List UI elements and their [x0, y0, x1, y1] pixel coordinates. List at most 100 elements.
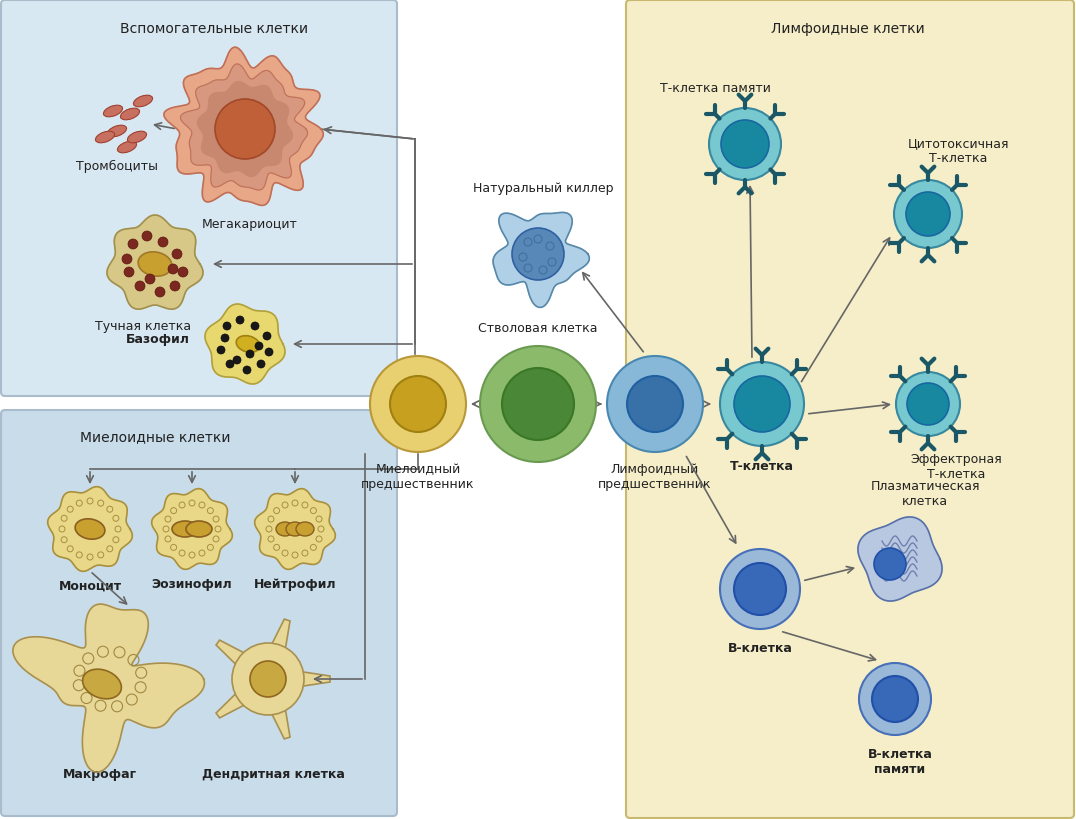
Polygon shape [198, 83, 293, 177]
Text: Мегакариоцит: Мегакариоцит [202, 218, 298, 231]
Text: Плазматическая
клетка: Плазматическая клетка [870, 479, 980, 508]
Polygon shape [238, 670, 246, 688]
Circle shape [251, 323, 259, 331]
Ellipse shape [286, 523, 305, 536]
Text: Цитотоксичная
Т-клетка: Цитотоксичная Т-клетка [907, 137, 1009, 165]
Circle shape [257, 360, 265, 369]
Circle shape [720, 550, 799, 629]
Ellipse shape [83, 669, 122, 699]
Polygon shape [253, 697, 270, 708]
Circle shape [265, 349, 273, 356]
Circle shape [720, 363, 804, 446]
Circle shape [906, 192, 950, 237]
Circle shape [170, 282, 180, 292]
Circle shape [872, 676, 918, 722]
Circle shape [370, 356, 466, 452]
Ellipse shape [172, 522, 198, 537]
Circle shape [734, 563, 785, 615]
Text: Т-клетка памяти: Т-клетка памяти [660, 82, 770, 95]
Ellipse shape [133, 96, 153, 107]
Circle shape [134, 282, 145, 292]
Ellipse shape [103, 106, 123, 118]
Text: Натуральный киллер: Натуральный киллер [472, 182, 613, 195]
Circle shape [155, 287, 165, 297]
Ellipse shape [296, 523, 314, 536]
Circle shape [907, 383, 949, 426]
Text: Тучная клетка: Тучная клетка [95, 319, 192, 333]
Circle shape [627, 377, 683, 432]
Circle shape [172, 250, 182, 260]
Text: В-клетка
памяти: В-клетка памяти [867, 747, 933, 775]
Polygon shape [291, 670, 330, 688]
Polygon shape [47, 487, 132, 572]
Circle shape [250, 661, 286, 697]
Polygon shape [253, 649, 270, 661]
FancyBboxPatch shape [1, 410, 397, 816]
Circle shape [232, 643, 305, 715]
Text: Тромбоциты: Тромбоциты [76, 160, 158, 173]
Polygon shape [216, 685, 255, 718]
Polygon shape [152, 489, 232, 570]
Text: Т-клетка: Т-клетка [730, 459, 794, 473]
Text: В-клетка: В-клетка [727, 641, 792, 654]
Ellipse shape [96, 132, 114, 143]
Circle shape [263, 333, 271, 341]
Polygon shape [13, 604, 204, 772]
Text: Вспомогательные клетки: Вспомогательные клетки [121, 22, 308, 36]
Circle shape [390, 377, 445, 432]
Circle shape [223, 323, 231, 331]
Circle shape [122, 255, 132, 265]
Text: Нейтрофил: Нейтрофил [254, 577, 337, 590]
Text: Дендритная клетка: Дендритная клетка [201, 767, 344, 780]
Circle shape [124, 268, 134, 278]
Polygon shape [493, 213, 590, 308]
Circle shape [221, 335, 229, 342]
Circle shape [246, 351, 254, 359]
Circle shape [217, 346, 225, 355]
Circle shape [128, 240, 138, 250]
Circle shape [734, 377, 790, 432]
Circle shape [236, 317, 244, 324]
Polygon shape [164, 48, 323, 206]
Ellipse shape [277, 523, 294, 536]
Text: Моноцит: Моноцит [58, 579, 122, 592]
Circle shape [255, 342, 263, 351]
Polygon shape [181, 65, 308, 191]
Circle shape [145, 274, 155, 285]
Text: Макрофаг: Макрофаг [63, 767, 137, 780]
Circle shape [859, 663, 931, 735]
Circle shape [874, 549, 906, 581]
FancyBboxPatch shape [1, 1, 397, 396]
Circle shape [226, 360, 233, 369]
Polygon shape [281, 659, 294, 673]
Ellipse shape [186, 522, 212, 537]
Circle shape [512, 229, 564, 281]
FancyBboxPatch shape [626, 1, 1074, 818]
Ellipse shape [75, 519, 104, 540]
Text: Миелоидный
предшественник: Миелоидный предшественник [362, 463, 475, 491]
Ellipse shape [117, 142, 137, 154]
Polygon shape [206, 305, 285, 385]
Circle shape [721, 121, 769, 169]
Text: Эффектроная
Т-клетка: Эффектроная Т-клетка [910, 452, 1002, 481]
Circle shape [178, 268, 188, 278]
Ellipse shape [127, 132, 146, 143]
Circle shape [480, 346, 596, 463]
Circle shape [233, 356, 241, 364]
Polygon shape [281, 685, 294, 699]
Circle shape [502, 369, 574, 441]
Polygon shape [858, 518, 943, 601]
Text: Базофил: Базофил [126, 333, 190, 346]
Text: Лимфоидный
предшественник: Лимфоидный предшественник [598, 463, 711, 491]
Ellipse shape [237, 337, 259, 353]
Ellipse shape [138, 252, 172, 277]
Polygon shape [216, 640, 255, 673]
Circle shape [894, 181, 962, 249]
Circle shape [215, 100, 275, 160]
Circle shape [709, 109, 781, 181]
Text: Стволовая клетка: Стволовая клетка [478, 322, 598, 335]
Polygon shape [266, 619, 291, 661]
Polygon shape [107, 215, 203, 310]
Polygon shape [255, 489, 336, 570]
Circle shape [142, 232, 152, 242]
